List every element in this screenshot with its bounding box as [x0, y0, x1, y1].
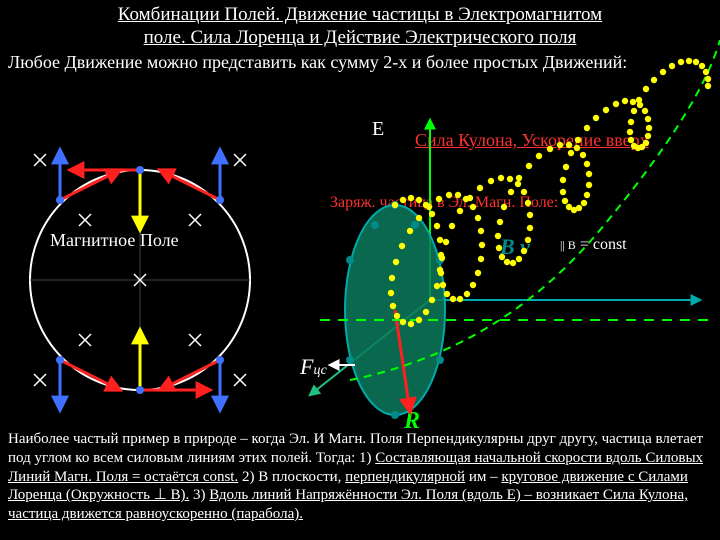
diagram-svg	[0, 0, 720, 540]
stage: Комбинации Полей. Движение частицы в Эле…	[0, 0, 720, 540]
